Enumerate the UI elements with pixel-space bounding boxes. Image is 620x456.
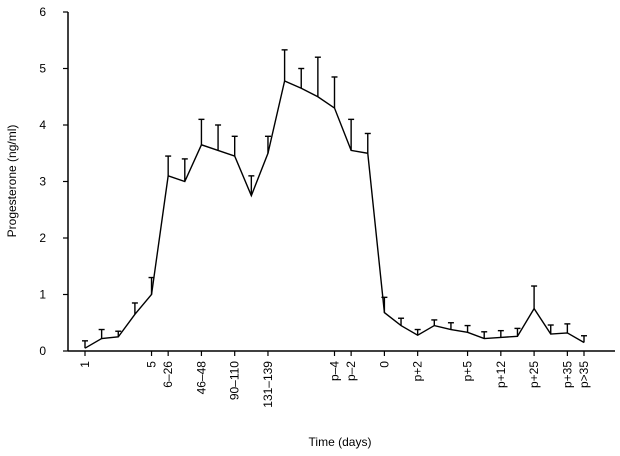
error-bar [115, 330, 122, 337]
error-bar [215, 124, 222, 151]
error-bar [131, 302, 138, 315]
x-tick-label: p>35 [577, 361, 591, 388]
y-tick-label: 3 [39, 175, 46, 189]
y-tick-label: 4 [39, 118, 46, 132]
error-bar [431, 319, 438, 326]
error-bar [398, 317, 405, 326]
y-tick-label: 1 [39, 288, 46, 302]
error-bar [98, 328, 105, 339]
error-bar [364, 132, 371, 154]
error-bar [314, 56, 321, 97]
error-bar [497, 329, 504, 338]
error-bar [547, 324, 554, 335]
error-bar [414, 328, 421, 336]
x-tick-label: p+25 [527, 361, 541, 388]
x-axis-label: Time (days) [309, 435, 372, 449]
x-tick-label: 131–139 [261, 361, 275, 408]
error-bar [331, 76, 338, 109]
error-bar [82, 340, 88, 349]
y-tick-label: 6 [39, 5, 46, 19]
y-axis-label: Progesterone (ng/ml) [5, 125, 19, 238]
error-bar [564, 323, 571, 333]
error-bar [281, 49, 288, 81]
error-bar [264, 135, 271, 154]
x-tick-label: p–2 [344, 361, 358, 381]
error-bar [531, 285, 538, 309]
x-tick-label: 5 [145, 361, 159, 368]
x-tick-label: p+5 [461, 361, 475, 382]
error-bar [231, 135, 238, 157]
error-bar [181, 158, 188, 182]
data-line [84, 79, 585, 349]
error-bar [248, 175, 255, 196]
x-tick-label: 1 [78, 361, 92, 368]
error-bar [447, 322, 454, 330]
x-tick-label: 0 [377, 361, 391, 368]
error-bar [198, 118, 205, 145]
x-tick-label: 6–26 [161, 361, 175, 388]
error-bar [581, 335, 587, 343]
error-bar [165, 155, 172, 176]
y-tick-label: 2 [39, 231, 46, 245]
error-bar [298, 67, 305, 89]
x-tick-label: 46–48 [194, 361, 208, 395]
x-tick-label: p–4 [328, 361, 342, 381]
y-tick-label: 5 [39, 62, 46, 76]
error-bar [381, 296, 388, 313]
x-tick-label: p+12 [494, 361, 508, 388]
error-bar [148, 276, 155, 295]
error-bar [514, 327, 521, 337]
x-tick-label: p+2 [411, 361, 425, 382]
error-bar [348, 118, 355, 151]
y-tick-label: 0 [39, 344, 46, 358]
x-tick-label: p+35 [560, 361, 574, 388]
error-bar [481, 331, 488, 339]
x-tick-label: 90–110 [228, 361, 242, 400]
error-bar [464, 324, 471, 333]
